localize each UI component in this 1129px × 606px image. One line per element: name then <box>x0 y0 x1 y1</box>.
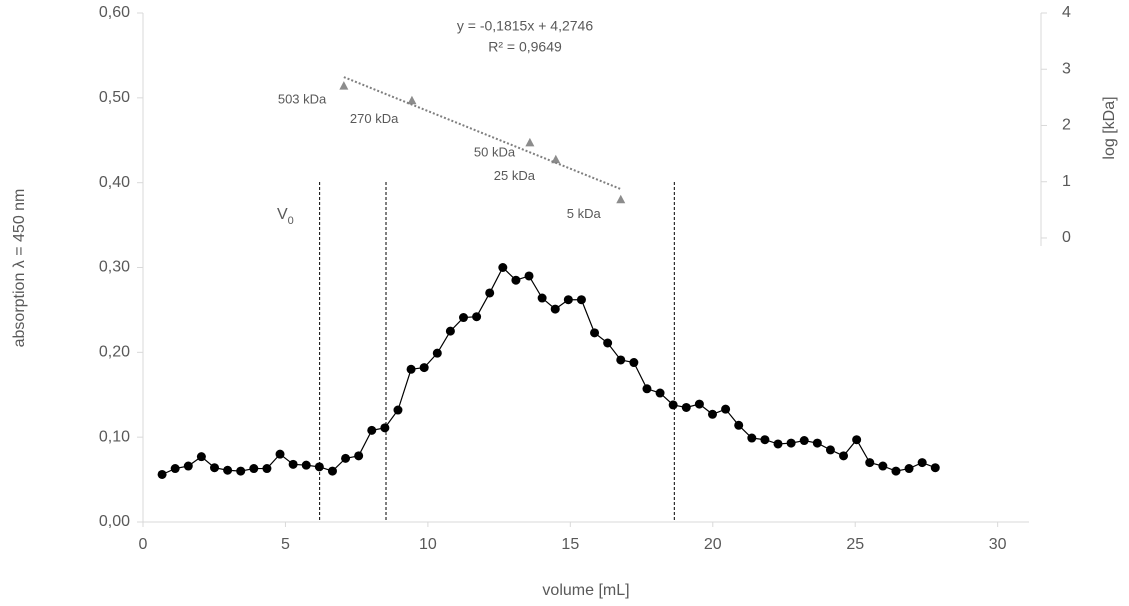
y-tick-label: 0,30 <box>99 259 130 276</box>
data-point <box>183 461 193 471</box>
y-axis-title: absorption λ = 450 nm <box>11 189 28 348</box>
point-label: 5 kDa <box>567 206 602 221</box>
x-tick-label: 10 <box>419 536 437 553</box>
data-point <box>891 466 901 476</box>
data-point <box>852 435 862 445</box>
trendline <box>343 76 622 190</box>
x-tick-label: 25 <box>846 536 864 553</box>
data-point <box>616 355 626 365</box>
data-point <box>839 451 849 461</box>
data-point <box>590 328 600 338</box>
data-point <box>812 438 822 448</box>
x-tick-label: 20 <box>704 536 722 553</box>
data-point <box>576 295 586 305</box>
triangle-point <box>407 95 417 105</box>
y-tick-label: 0,20 <box>99 344 130 361</box>
data-point <box>511 275 521 285</box>
y2-tick-label: 2 <box>1062 117 1071 134</box>
data-point <box>485 288 495 298</box>
data-point <box>917 458 927 468</box>
x-tick-label: 15 <box>561 536 579 553</box>
y-tick-label: 0,10 <box>99 428 130 445</box>
data-point <box>249 464 259 474</box>
x-axis-title: volume [mL] <box>542 582 629 599</box>
data-point <box>734 420 744 430</box>
data-point <box>367 425 377 435</box>
data-point <box>354 451 364 461</box>
r-squared: R² = 0,9649 <box>488 39 562 55</box>
data-point <box>865 458 875 468</box>
data-point <box>655 388 665 398</box>
y-tick-label: 0,40 <box>99 174 130 191</box>
point-label: 270 kDa <box>350 111 399 126</box>
data-point <box>301 460 311 470</box>
data-point <box>904 464 914 474</box>
y2-tick-label: 3 <box>1062 60 1071 77</box>
data-point <box>223 465 233 475</box>
data-point <box>694 399 704 409</box>
data-point <box>773 439 783 449</box>
y-tick-label: 0,00 <box>99 513 130 530</box>
data-point <box>563 295 573 305</box>
triangle-point <box>525 137 535 147</box>
data-point <box>380 423 390 433</box>
data-point <box>825 445 835 455</box>
data-point <box>210 463 220 473</box>
annotation-subscript: 0 <box>288 215 294 227</box>
y-tick-label: 0,50 <box>99 89 130 106</box>
triangle-point <box>339 81 349 90</box>
x-tick-label: 30 <box>989 536 1007 553</box>
data-point <box>642 384 652 394</box>
data-point <box>458 313 468 323</box>
data-point <box>236 466 246 476</box>
data-point <box>170 464 180 474</box>
x-tick-label: 0 <box>139 536 148 553</box>
data-point <box>603 338 613 348</box>
data-point <box>472 312 482 322</box>
annotation: V0 <box>277 206 294 227</box>
data-point <box>327 466 337 476</box>
data-point <box>721 404 731 414</box>
y2-tick-label: 4 <box>1062 4 1071 21</box>
y-tick-label: 0,60 <box>99 4 130 21</box>
y2-axis-title: log [kDa] <box>1101 96 1118 159</box>
data-point <box>288 459 298 469</box>
data-point <box>445 326 455 336</box>
data-point <box>668 400 678 410</box>
data-point <box>550 304 560 314</box>
data-point <box>760 435 770 445</box>
data-point <box>393 405 403 415</box>
data-point <box>157 469 167 479</box>
equation: y = -0,1815x + 4,2746 <box>457 18 593 34</box>
data-point <box>432 348 442 358</box>
data-point <box>930 463 940 473</box>
point-label: 25 kDa <box>494 168 536 183</box>
data-point <box>681 402 691 412</box>
y2-tick-label: 1 <box>1062 173 1071 190</box>
data-point <box>419 363 429 373</box>
annotation-text: V <box>277 206 288 223</box>
data-point <box>314 462 324 472</box>
data-point <box>786 438 796 448</box>
data-point <box>406 364 416 374</box>
x-tick-label: 5 <box>281 536 290 553</box>
data-point <box>341 453 351 463</box>
data-point <box>878 461 888 471</box>
triangle-point <box>616 194 626 204</box>
data-point <box>196 452 206 462</box>
point-label: 50 kDa <box>474 144 516 159</box>
data-point <box>537 293 547 303</box>
data-point <box>747 433 757 443</box>
data-point <box>799 436 809 446</box>
y2-tick-label: 0 <box>1062 229 1071 246</box>
data-point <box>707 409 717 419</box>
data-point <box>629 358 639 368</box>
data-point <box>275 449 285 459</box>
point-label: 503 kDa <box>278 92 327 107</box>
data-point <box>498 263 508 272</box>
data-point <box>524 271 534 281</box>
data-point <box>262 464 272 474</box>
